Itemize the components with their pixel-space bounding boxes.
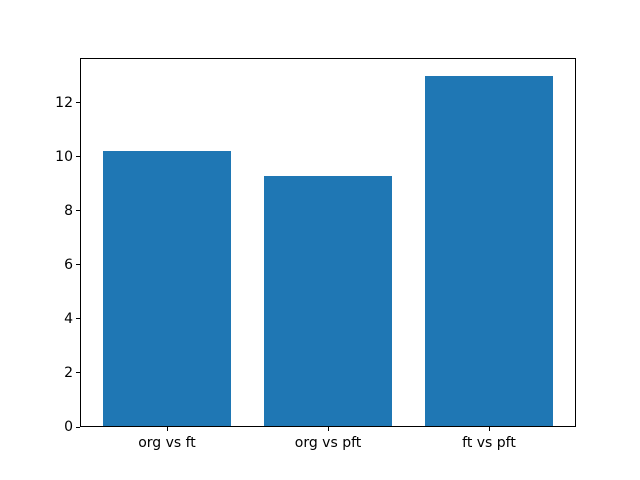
bar	[263, 175, 393, 427]
y-tick-mark	[76, 426, 80, 428]
y-tick-label: 2	[64, 364, 73, 381]
y-tick-mark	[76, 318, 80, 320]
x-tick-label: org vs pft	[294, 435, 362, 451]
y-tick-label: 4	[64, 310, 73, 327]
y-tick-mark	[76, 372, 80, 374]
y-tick-label: 8	[64, 202, 73, 219]
bar	[102, 151, 232, 427]
x-tick-mark	[166, 427, 168, 431]
y-tick-label: 12	[55, 94, 73, 111]
x-tick-label: ft vs pft	[462, 435, 516, 451]
x-tick-mark	[488, 427, 490, 431]
y-tick-label: 0	[64, 419, 73, 435]
x-tick-mark	[327, 427, 329, 431]
y-tick-label: 10	[55, 148, 73, 165]
plot-area	[80, 58, 576, 427]
bar	[424, 75, 554, 427]
y-tick-mark	[76, 156, 80, 158]
x-tick-label: org vs ft	[138, 435, 196, 451]
y-tick-mark	[76, 102, 80, 104]
y-tick-mark	[76, 210, 80, 212]
y-tick-label: 6	[64, 256, 73, 273]
y-tick-mark	[76, 264, 80, 266]
